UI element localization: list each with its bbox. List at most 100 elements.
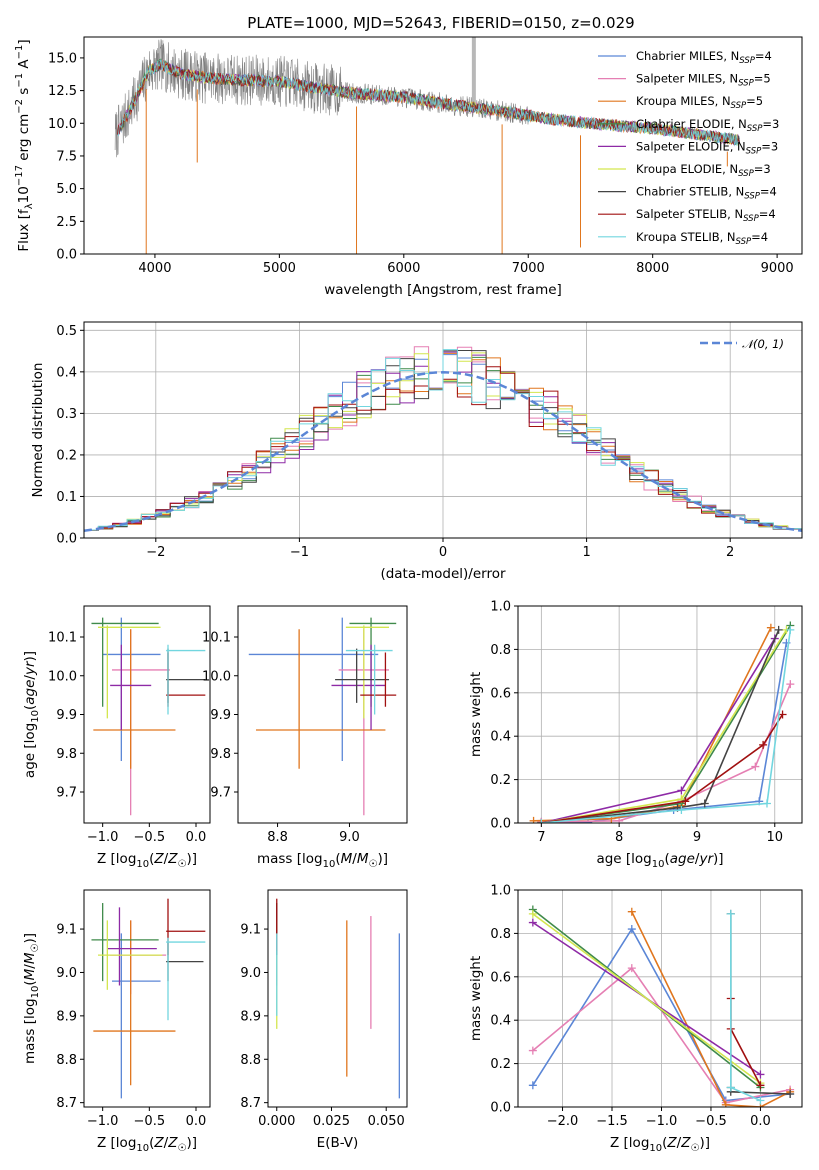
y-tick-label: 0.2 <box>56 448 77 463</box>
y-tick-label: 8.7 <box>56 1096 77 1111</box>
y-tick-label: 0.2 <box>490 773 511 788</box>
x-tick-label: 2 <box>726 545 734 560</box>
y-tick-label: 9.7 <box>56 786 77 801</box>
axes-frame <box>83 36 803 255</box>
x-axis-label: Z [log10(Z/Z☉)] <box>97 851 197 870</box>
x-tick-label: −2 <box>146 545 165 560</box>
y-tick-label: 0.6 <box>490 686 511 701</box>
x-tick-label: 0.0 <box>186 1114 207 1129</box>
y-tick-label: 7.5 <box>56 149 77 164</box>
x-tick-label: −1.0 <box>87 1114 119 1129</box>
y-tick-label: 0.0 <box>56 532 77 547</box>
x-axis-label: mass [log10(M/M☉)] <box>257 851 388 870</box>
data-point <box>528 1046 537 1055</box>
y-tick-label: 0.0 <box>490 817 511 832</box>
normal-reference-curve <box>84 371 802 532</box>
y-tick-label: 9.1 <box>56 923 77 938</box>
plot-area <box>91 617 206 816</box>
panel-spectrum: 4000 5000 6000 7000 8000 9000 0.0 2.5 5.0 7.5 10.0… <box>14 36 803 298</box>
y-tick-label: 1.0 <box>490 884 511 899</box>
y-tick-label: 15.0 <box>48 51 77 66</box>
y-tick-label: 0.0 <box>490 1101 511 1116</box>
legend-label: Kroupa STELIB, NSSP=4 <box>636 230 768 247</box>
data-point <box>677 786 686 795</box>
y-tick-label: 9.7 <box>210 786 231 801</box>
series-line-7 <box>541 714 784 823</box>
y-tick-label: 9.0 <box>240 966 261 981</box>
data-point <box>759 740 768 749</box>
panel-residuals: −2 −1 0 1 2 0.0 0.1 0.2 0.3 0.4 0.5 (data-model)/er… <box>30 321 803 582</box>
legend-label: Kroupa MILES, NSSP=5 <box>636 94 763 111</box>
x-axis-label: E(B-V) <box>317 1135 359 1151</box>
axes-frame <box>83 889 211 1108</box>
x-tick-label: 8 <box>615 830 623 845</box>
y-axis-label: mass weight <box>468 956 484 1041</box>
y-axis-label: mass weight <box>468 672 484 757</box>
data-point <box>726 909 735 918</box>
y-tick-label: 9.0 <box>56 966 77 981</box>
axes-frame <box>517 889 803 1108</box>
y-tick-label: 0.8 <box>490 927 511 942</box>
x-tick-label: 7000 <box>512 261 545 276</box>
data-point <box>615 816 624 823</box>
series-line-4 <box>541 638 776 823</box>
x-tick-label: −1.0 <box>87 830 119 845</box>
data-point <box>786 680 795 689</box>
x-tick-label: 0.0 <box>186 830 207 845</box>
legend-label: Chabrier STELIB, NSSP=4 <box>636 185 777 202</box>
y-tick-label: 9.8 <box>210 747 231 762</box>
y-tick-label: 0.1 <box>56 490 77 505</box>
y-tick-label: 10.1 <box>48 631 77 646</box>
x-tick-label: 7 <box>537 830 545 845</box>
series-line-0 <box>532 927 791 1102</box>
y-tick-label: 9.9 <box>56 708 77 723</box>
x-tick-label: −0.5 <box>134 830 166 845</box>
y-tick-label: 8.9 <box>56 1009 77 1024</box>
histogram-8 <box>84 349 802 531</box>
y-tick-label: 9.9 <box>210 708 231 723</box>
legend-label: Chabrier MILES, NSSP=4 <box>636 49 772 66</box>
y-tick-label: 10.1 <box>202 631 231 646</box>
data-point <box>756 1070 765 1079</box>
y-tick-label: 10.0 <box>202 669 231 684</box>
x-axis-label: age [log10(age/yr)] <box>596 851 723 870</box>
data-point <box>774 625 783 634</box>
plot-area <box>528 905 795 1107</box>
model-spectrum-8 <box>117 59 740 146</box>
y-tick-label: 5.0 <box>56 182 77 197</box>
legend: Chabrier MILES, NSSP=4 Salpeter MILES, NS… <box>598 49 779 247</box>
data-point <box>756 1081 765 1090</box>
x-tick-label: 8.8 <box>267 830 288 845</box>
x-tick-label: −1.5 <box>596 1114 628 1129</box>
y-tick-label: 8.9 <box>240 1009 261 1024</box>
y-axis-label: mass [log10(M/M☉)] <box>22 933 41 1064</box>
data-point <box>528 1081 537 1090</box>
y-tick-label: 2.5 <box>56 215 77 230</box>
figure-title: PLATE=1000, MJD=52643, FIBERID=0150, z=0… <box>247 14 634 32</box>
panel-massweight-vs-age: 7 8 9 10 0.0 0.2 0.4 0.6 0.8 1.0 age [log10(age/yr… <box>468 600 803 870</box>
panel-age-vs-z: −1.0 −0.5 0.0 9.7 9.8 9.9 10.0 10.1 Z [log10(Z/Z… <box>22 605 211 870</box>
series-line-1 <box>532 966 791 1104</box>
x-tick-label: 0.050 <box>368 1114 405 1129</box>
data-point <box>756 1096 765 1105</box>
data-point <box>762 799 771 808</box>
axes-frame <box>267 889 408 1108</box>
y-tick-label: 0.0 <box>56 248 77 263</box>
y-tick-label: 0.3 <box>56 407 77 422</box>
data-point <box>627 907 636 916</box>
panel-massweight-vs-z: −2.0 −1.5 −1.0 −0.5 0.0 0.0 0.2 0.4 0.6 0.8 1.0 Z [… <box>468 884 803 1154</box>
model-spectrum-6 <box>117 60 740 145</box>
x-tick-label: 6000 <box>387 261 420 276</box>
y-axis-label: age [log10(age/yr)] <box>22 651 41 778</box>
plot-area <box>248 617 397 816</box>
y-tick-label: 8.7 <box>240 1096 261 1111</box>
plot-area <box>529 621 795 823</box>
legend-label: Salpeter MILES, NSSP=5 <box>636 72 771 89</box>
data-point <box>537 819 546 823</box>
x-tick-label: −2.0 <box>547 1114 579 1129</box>
plot-area <box>276 898 400 1099</box>
data-point <box>786 1089 795 1098</box>
x-tick-label: 0.000 <box>258 1114 295 1129</box>
axes-frame <box>237 605 408 824</box>
